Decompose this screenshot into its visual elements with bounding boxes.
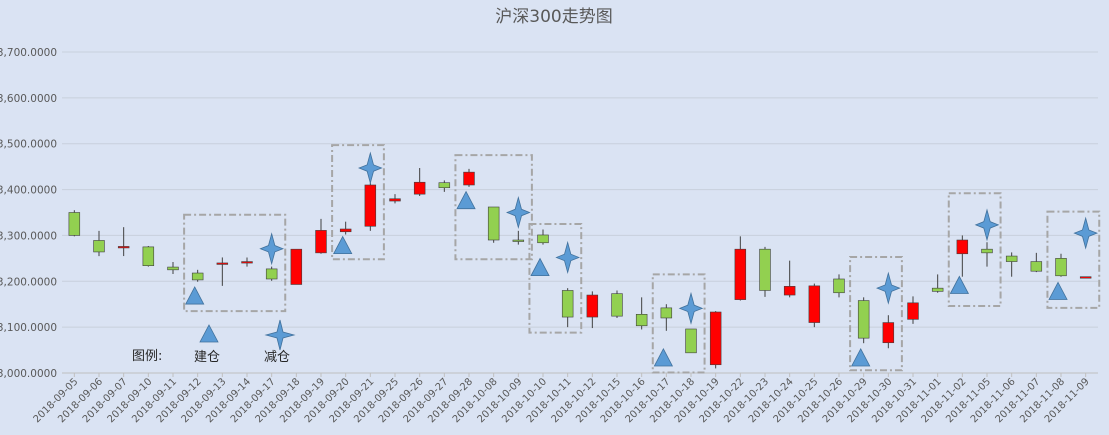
candle-body (438, 182, 451, 189)
sell-marker-icon (678, 291, 704, 325)
highlight-box (1046, 210, 1101, 309)
candle-body (808, 285, 821, 323)
candle-body (241, 261, 253, 264)
buy-marker-icon (185, 286, 205, 305)
buy-marker-icon (333, 235, 353, 255)
candle-body (537, 234, 549, 244)
candle-body (1079, 276, 1092, 279)
candle-body (611, 293, 623, 317)
candle-body (364, 184, 377, 227)
markers (185, 151, 1099, 367)
highlight-box (849, 255, 903, 372)
highlight-box (331, 144, 385, 261)
candle-body (660, 307, 673, 319)
highlight-boxes (183, 144, 1101, 374)
sell-marker-icon (1073, 216, 1099, 250)
candle-body (907, 302, 919, 320)
candle-body (315, 230, 327, 254)
candle-body (290, 248, 303, 285)
y-tick-label: 3,200.0000 (0, 276, 57, 288)
candle-body (956, 239, 969, 255)
candle-body (635, 314, 648, 327)
candle-body (339, 228, 352, 233)
legend: 图例: 建仓 减仓 (132, 319, 296, 365)
highlight-box (528, 222, 583, 334)
candle-body (413, 181, 426, 195)
candle-body (709, 311, 722, 366)
x-axis: 2018-09-052018-09-062018-09-072018-09-10… (32, 373, 1092, 425)
candle-body (882, 322, 895, 344)
candle-body (216, 262, 229, 265)
y-tick-label: 3,700.0000 (0, 47, 57, 59)
candle-body (586, 294, 599, 318)
y-tick-label: 3,400.0000 (0, 185, 57, 197)
sell-marker-icon (974, 208, 1000, 242)
candle-body (167, 266, 179, 271)
legend-sell-marker-icon (264, 319, 296, 351)
sell-marker-icon (876, 271, 901, 305)
buy-marker-icon (949, 275, 970, 294)
candle-body (512, 239, 525, 242)
buy-marker-icon (456, 190, 476, 210)
candle-body (1030, 261, 1043, 272)
buy-marker-icon (1048, 281, 1068, 300)
candle-body (833, 278, 845, 294)
highlight-box (651, 273, 706, 374)
y-tick-label: 3,600.0000 (0, 93, 57, 105)
buy-marker-icon (653, 348, 674, 367)
candle-body (487, 206, 500, 241)
candle-body (561, 290, 574, 318)
legend-sell-label: 减仓 (264, 350, 290, 365)
candle-body (931, 287, 944, 292)
legend-buy-marker-icon (199, 324, 219, 343)
legend-title: 图例: (132, 349, 162, 364)
candle-body (759, 248, 771, 291)
candle-body (783, 286, 796, 296)
candle-body (265, 268, 278, 280)
candle-body (1005, 255, 1018, 262)
sell-marker-icon (358, 151, 383, 185)
candle-body (981, 248, 993, 254)
y-tick-label: 3,000.0000 (0, 368, 57, 380)
candle-body (142, 246, 155, 266)
sell-marker-icon (259, 232, 284, 266)
candle-body (1055, 258, 1067, 277)
candles (68, 168, 1092, 369)
gridlines (62, 51, 1098, 374)
y-tick-label: 3,100.0000 (0, 322, 57, 334)
highlight-box (947, 192, 1002, 308)
y-tick-label: 3,500.0000 (0, 139, 57, 151)
sell-marker-icon (555, 240, 580, 274)
candle-body (734, 248, 747, 300)
candle-body (117, 246, 130, 249)
candle-body (68, 212, 81, 236)
legend-buy-label: 建仓 (194, 350, 220, 365)
candle-body (857, 300, 870, 339)
buy-marker-icon (530, 257, 550, 277)
highlight-box (183, 213, 287, 313)
chart-title: 沪深300走势图 (495, 7, 612, 27)
candle-body (685, 328, 697, 354)
y-axis: 3,000.0000 3,100.0000 3,200.0000 3,300.0000… (0, 47, 57, 380)
buy-marker-icon (851, 348, 871, 367)
candle-body (191, 272, 204, 281)
candle-body (463, 171, 475, 186)
sell-marker-icon (506, 195, 531, 230)
candle-body (389, 198, 401, 202)
y-tick-label: 3,300.0000 (0, 230, 57, 242)
candle-body (93, 240, 105, 253)
